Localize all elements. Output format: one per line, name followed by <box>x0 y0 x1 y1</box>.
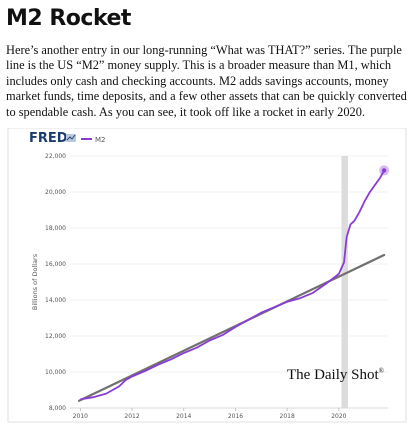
y-tick-label-7: 22,000 <box>45 153 66 160</box>
series-layer <box>77 165 390 402</box>
y-tick-label-1: 10,000 <box>45 369 66 376</box>
series-m2-last-point <box>381 168 387 173</box>
y-tick-label-4: 16,000 <box>45 261 66 268</box>
x-tick-label-5: 2020 <box>331 413 346 420</box>
y-axis-label: Billions of Dollars <box>31 253 39 310</box>
y-tick-label-0: 8,000 <box>49 405 66 412</box>
chart-icon <box>66 134 76 142</box>
x-tick-label-4: 2018 <box>280 413 295 420</box>
x-tick-label-2: 2014 <box>176 413 191 420</box>
chart-frame <box>7 128 407 423</box>
shaded-period-layer <box>341 156 348 408</box>
m2-chart: FRED M2 8,000 10,000 12,000 14,000 16,000 18,… <box>7 128 407 423</box>
y-tick-label-6: 20,000 <box>45 189 66 196</box>
article-body: Here’s another entry in our long-running… <box>6 43 407 119</box>
daily-shot-watermark: The Daily Shot® <box>287 367 385 383</box>
y-tick-label-5: 18,000 <box>45 225 66 232</box>
x-tick-label-3: 2016 <box>228 413 243 420</box>
watermark-mark: ® <box>379 367 385 375</box>
x-tick-labels: 2010 2012 2014 2016 2018 2020 <box>73 408 347 420</box>
legend-label: M2 <box>95 136 106 144</box>
x-tick-label-1: 2012 <box>124 413 139 420</box>
article-title: M2 Rocket <box>6 6 131 31</box>
y-tick-labels: 8,000 10,000 12,000 14,000 16,000 18,000 20,00… <box>45 153 66 412</box>
x-tick-label-0: 2010 <box>73 413 88 420</box>
shaded-period <box>341 156 348 408</box>
grid <box>70 155 388 409</box>
y-tick-label-2: 12,000 <box>45 333 66 340</box>
chart-header: FRED M2 <box>29 131 106 146</box>
y-tick-label-3: 14,000 <box>45 297 66 304</box>
series-m2-line <box>80 169 385 401</box>
watermark-text: The Daily Shot <box>287 367 379 383</box>
fred-logo: FRED <box>29 131 68 146</box>
